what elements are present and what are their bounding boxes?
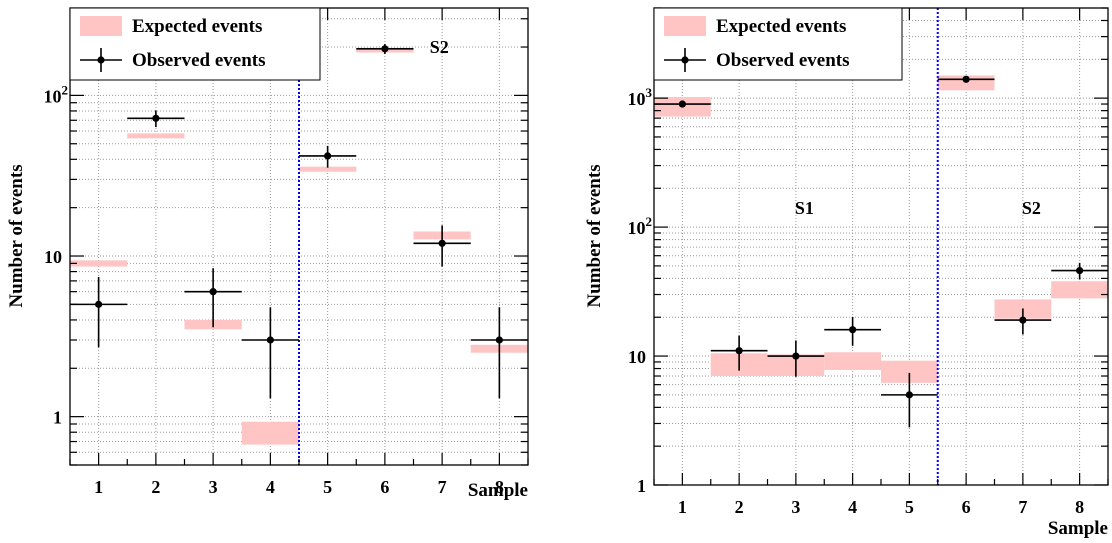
observed-marker: [266, 336, 274, 344]
y-tick-label: 10: [628, 347, 646, 367]
observed-point-3: [767, 340, 825, 377]
observed-marker: [95, 300, 103, 308]
observed-marker: [209, 288, 217, 296]
observed-point-5: [299, 145, 357, 168]
x-tick-label: 1: [94, 477, 103, 497]
observed-marker: [905, 391, 913, 399]
observed-marker: [495, 336, 503, 344]
y-tick-label: 103: [628, 85, 653, 109]
observed-point-4: [824, 316, 881, 346]
y-tick-label: 102: [628, 214, 653, 238]
observed-point-2: [710, 335, 768, 371]
legend-expected-swatch: [80, 16, 122, 36]
observed-marker: [152, 114, 160, 122]
x-tick-label: 7: [1018, 497, 1027, 517]
legend-label: Expected events: [716, 16, 846, 37]
observed-point-1: [654, 100, 711, 108]
x-axis-title: Sample: [1048, 518, 1108, 539]
x-tick-label: 4: [848, 497, 857, 517]
x-tick-label: 5: [323, 477, 332, 497]
x-tick-label: 6: [962, 497, 971, 517]
observed-point-4: [241, 307, 299, 399]
observed-marker: [1019, 316, 1027, 324]
expected-band-2: [127, 133, 185, 139]
x-tick-label: 8: [1075, 497, 1084, 517]
y-tick-label: 1: [637, 476, 646, 496]
observed-point-8: [470, 307, 528, 399]
observed-point-8: [1051, 262, 1108, 280]
observed-point-7: [994, 308, 1052, 335]
x-tick-label: 1: [678, 497, 687, 517]
y-tick-label: 10: [44, 247, 62, 267]
expected-band-5: [299, 166, 357, 172]
expected-band-4: [824, 352, 881, 370]
x-tick-label: 3: [791, 497, 800, 517]
x-tick-label: 3: [209, 477, 218, 497]
y-tick-label: 1: [53, 408, 62, 428]
legend-expected-swatch: [664, 16, 706, 36]
observed-marker: [1076, 266, 1084, 275]
legend: Expected events Observed events: [653, 7, 903, 81]
x-tick-label: 7: [438, 477, 447, 497]
legend-label: Observed events: [716, 50, 850, 71]
expected-band-1: [70, 260, 128, 267]
y-tick-label: 102: [44, 82, 69, 106]
observed-marker: [438, 239, 446, 247]
right-chart-panel: 1 2 3 4 5 6 7 8 1 10 102 103 Sample Number of events S…: [584, 7, 1109, 539]
legend-observed-marker: [97, 56, 105, 64]
x-tick-label: 4: [266, 477, 275, 497]
observed-marker: [792, 352, 800, 360]
legend: Expected events Observed events: [69, 7, 321, 81]
observed-marker: [324, 152, 332, 160]
region-label: S2: [1022, 198, 1041, 218]
observed-point-3: [184, 268, 242, 328]
observed-point-6: [937, 75, 995, 83]
observed-point-6: [356, 43, 414, 55]
observed-point-7: [413, 225, 471, 267]
legend-label: Observed events: [132, 50, 266, 71]
x-axis-title: Sample: [468, 480, 528, 501]
x-tick-label: 8: [495, 477, 504, 497]
legend-observed-marker: [681, 56, 689, 64]
expected-band-5: [881, 360, 938, 383]
y-axis-title: Number of events: [584, 164, 605, 307]
observed-marker: [678, 100, 686, 108]
x-tick-label: 5: [905, 497, 914, 517]
expected-band-8: [1051, 281, 1108, 299]
x-tick-label: 2: [151, 477, 160, 497]
y-axis-title: Number of events: [6, 164, 27, 307]
x-tick-label: 6: [380, 477, 389, 497]
observed-marker: [849, 326, 857, 334]
expected-band-4: [241, 421, 299, 445]
region-label: S2: [430, 37, 449, 57]
x-tick-label: 2: [735, 497, 744, 517]
observed-point-2: [127, 110, 185, 128]
observed-point-5: [881, 372, 938, 428]
observed-marker: [735, 347, 743, 355]
region-label: S1: [795, 198, 814, 218]
legend-label: Expected events: [132, 16, 262, 37]
observed-marker: [381, 45, 389, 53]
observed-marker: [962, 75, 970, 83]
observed-point-1: [70, 277, 128, 348]
